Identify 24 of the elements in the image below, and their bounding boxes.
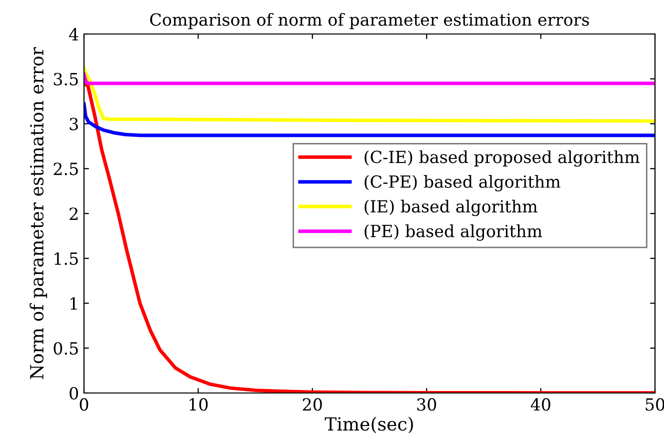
- x-tick-label: 30: [417, 398, 436, 411]
- legend-label: (C-IE) based proposed algorithm: [364, 150, 640, 167]
- y-axis-title: Norm of parameter estimation error: [30, 47, 48, 380]
- y-tick-label: 2: [70, 207, 78, 220]
- line-series: [84, 102, 655, 138]
- y-tick-label: 2.5: [54, 162, 78, 176]
- x-tick-label: 40: [530, 398, 550, 411]
- y-tick-label: 1: [70, 297, 77, 310]
- y-tick-label: 0: [70, 386, 78, 400]
- y-tick-label: 3.5: [54, 72, 78, 86]
- x-tick-label: 50: [646, 398, 664, 411]
- chart-title: Comparison of norm of parameter estimation errors: [150, 13, 589, 30]
- legend-label: (PE) based algorithm: [364, 224, 542, 241]
- x-axis-title: Time(sec): [324, 416, 413, 434]
- legend-label: (IE) based algorithm: [364, 200, 538, 216]
- y-tick-label: 0.5: [54, 342, 78, 355]
- y-tick-label: 3: [70, 118, 78, 130]
- y-tick-label: 1.5: [54, 252, 78, 265]
- x-tick-label: 20: [302, 398, 322, 411]
- legend-label: (C-PE) based algorithm: [364, 175, 560, 192]
- x-tick-label: 10: [190, 398, 208, 411]
- y-tick-label: 4: [69, 28, 78, 40]
- line-series: [84, 66, 655, 123]
- x-tick-label: 0: [80, 398, 88, 411]
